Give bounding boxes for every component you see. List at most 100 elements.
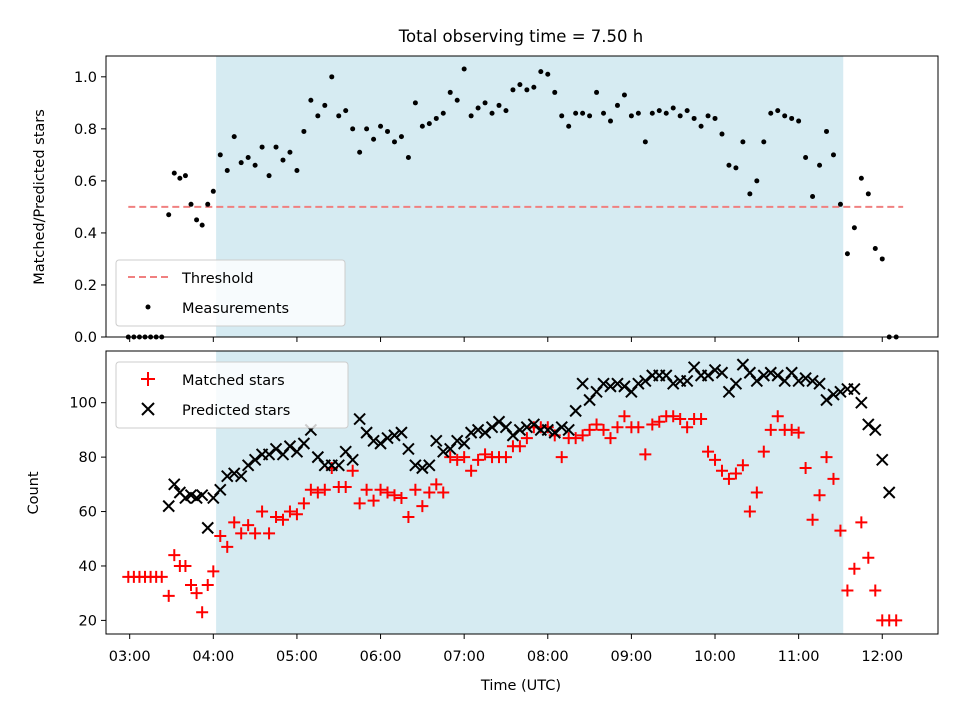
- measurement-point: [837, 201, 843, 207]
- predicted-star-point: [576, 377, 589, 390]
- measurement-point: [503, 108, 509, 114]
- matched-star-point: [729, 467, 742, 480]
- measurement-point: [371, 136, 377, 142]
- top-y-tick-label: 0.0: [74, 330, 97, 346]
- predicted-star-point: [228, 467, 241, 480]
- predicted-star-point: [597, 377, 610, 390]
- measurement-point: [336, 113, 342, 119]
- predicted-star-point: [541, 423, 554, 437]
- matched-star-point: [430, 478, 443, 491]
- matched-star-point: [360, 483, 373, 496]
- matched-star-point: [353, 497, 366, 510]
- measurement-point: [273, 144, 279, 150]
- measurement-point: [642, 139, 648, 145]
- predicted-star-point: [409, 459, 422, 472]
- top-y-tick-label: 0.2: [74, 278, 97, 294]
- predicted-star-point: [848, 382, 861, 396]
- measurement-point: [308, 97, 314, 103]
- measurement-point: [782, 113, 788, 119]
- measurement-point: [238, 160, 244, 166]
- measurement-point: [851, 225, 857, 231]
- matched-star-point: [632, 421, 645, 434]
- measurement-point: [663, 110, 669, 116]
- predicted-star-point: [715, 366, 729, 379]
- matched-star-point: [736, 459, 749, 472]
- measurement-point: [461, 66, 467, 72]
- bottom-x-ticks: 03:00 04:00 05:00 06:00 07:00 08:00 09:00 10:00…: [109, 634, 903, 665]
- matched-star-point: [618, 410, 631, 423]
- measurement-point: [419, 123, 425, 129]
- matched-star-point: [834, 524, 847, 537]
- predicted-star-point: [604, 380, 617, 393]
- predicted-star-point: [618, 380, 631, 393]
- predicted-star-point: [168, 478, 181, 491]
- predicted-star-point: [813, 377, 826, 390]
- predicted-star-point: [757, 369, 771, 382]
- matched-star-point: [402, 510, 415, 523]
- measurement-point: [398, 134, 404, 140]
- measurement-point: [559, 113, 565, 119]
- matched-star-point: [437, 486, 450, 499]
- measurement-point: [740, 139, 746, 145]
- matched-star-point: [339, 481, 352, 494]
- matched-star-point: [444, 451, 457, 464]
- predicted-star-point: [506, 429, 520, 442]
- predicted-star-point: [262, 448, 276, 461]
- matched-star-point: [395, 491, 408, 504]
- matched-star-point: [709, 453, 722, 466]
- matched-star-point: [841, 584, 854, 597]
- measurement-point: [245, 154, 251, 160]
- predicted-star-point: [680, 374, 694, 388]
- matched-star-point: [388, 489, 401, 502]
- predicted-star-point: [513, 423, 527, 437]
- top-y-axis-label: Matched/Predicted stars: [32, 109, 48, 285]
- measurement-point: [199, 222, 205, 228]
- legend-predicted-swatch: [141, 402, 155, 416]
- measurement-point: [810, 194, 816, 199]
- bottom-legend: Matched stars Predicted stars: [115, 361, 349, 429]
- top-y-tick-label: 0.8: [74, 122, 97, 138]
- matched-star-point: [304, 483, 317, 496]
- matched-star-point: [520, 432, 533, 445]
- chart-title: Total observing time = 7.50 h: [398, 27, 643, 46]
- predicted-star-point: [764, 366, 777, 379]
- matched-star-point: [890, 614, 903, 627]
- measurement-point: [670, 105, 676, 111]
- matched-star-point: [423, 486, 436, 499]
- predicted-star-point: [806, 374, 819, 388]
- measurement-point: [844, 251, 850, 257]
- predicted-star-point: [792, 374, 805, 388]
- predicted-star-point: [527, 418, 541, 431]
- matched-star-point: [771, 410, 784, 423]
- matched-star-point: [848, 562, 861, 575]
- predicted-star-point: [423, 459, 436, 472]
- top-x-ticks: [129, 337, 883, 342]
- x-tick-label: 07:00: [443, 649, 485, 665]
- matched-star-point: [681, 421, 694, 434]
- predicted-star-point: [437, 445, 450, 458]
- measurement-point: [454, 97, 460, 103]
- measurement-point: [775, 108, 781, 114]
- matched-star-point: [416, 500, 429, 513]
- predicted-star-point: [346, 453, 359, 467]
- measurement-point: [538, 69, 544, 75]
- predicted-star-point: [492, 415, 506, 428]
- legend-matched-swatch: [141, 372, 155, 386]
- x-axis-label: Time (UTC): [480, 678, 561, 694]
- x-tick-label: 05:00: [276, 649, 318, 665]
- measurement-point: [621, 92, 627, 98]
- predicted-star-point: [241, 459, 255, 472]
- x-tick-label: 04:00: [192, 649, 234, 665]
- predicted-star-point: [353, 412, 366, 426]
- measurement-point: [712, 115, 718, 121]
- predicted-star-point: [388, 429, 401, 442]
- matched-star-point: [263, 527, 276, 540]
- predicted-star-point: [464, 426, 478, 439]
- measurement-point: [510, 87, 516, 93]
- measurement-point: [691, 115, 697, 121]
- matched-star-point: [190, 587, 203, 600]
- measurement-point: [440, 110, 446, 116]
- predicted-star-points: [162, 358, 896, 535]
- matched-star-point: [458, 451, 471, 464]
